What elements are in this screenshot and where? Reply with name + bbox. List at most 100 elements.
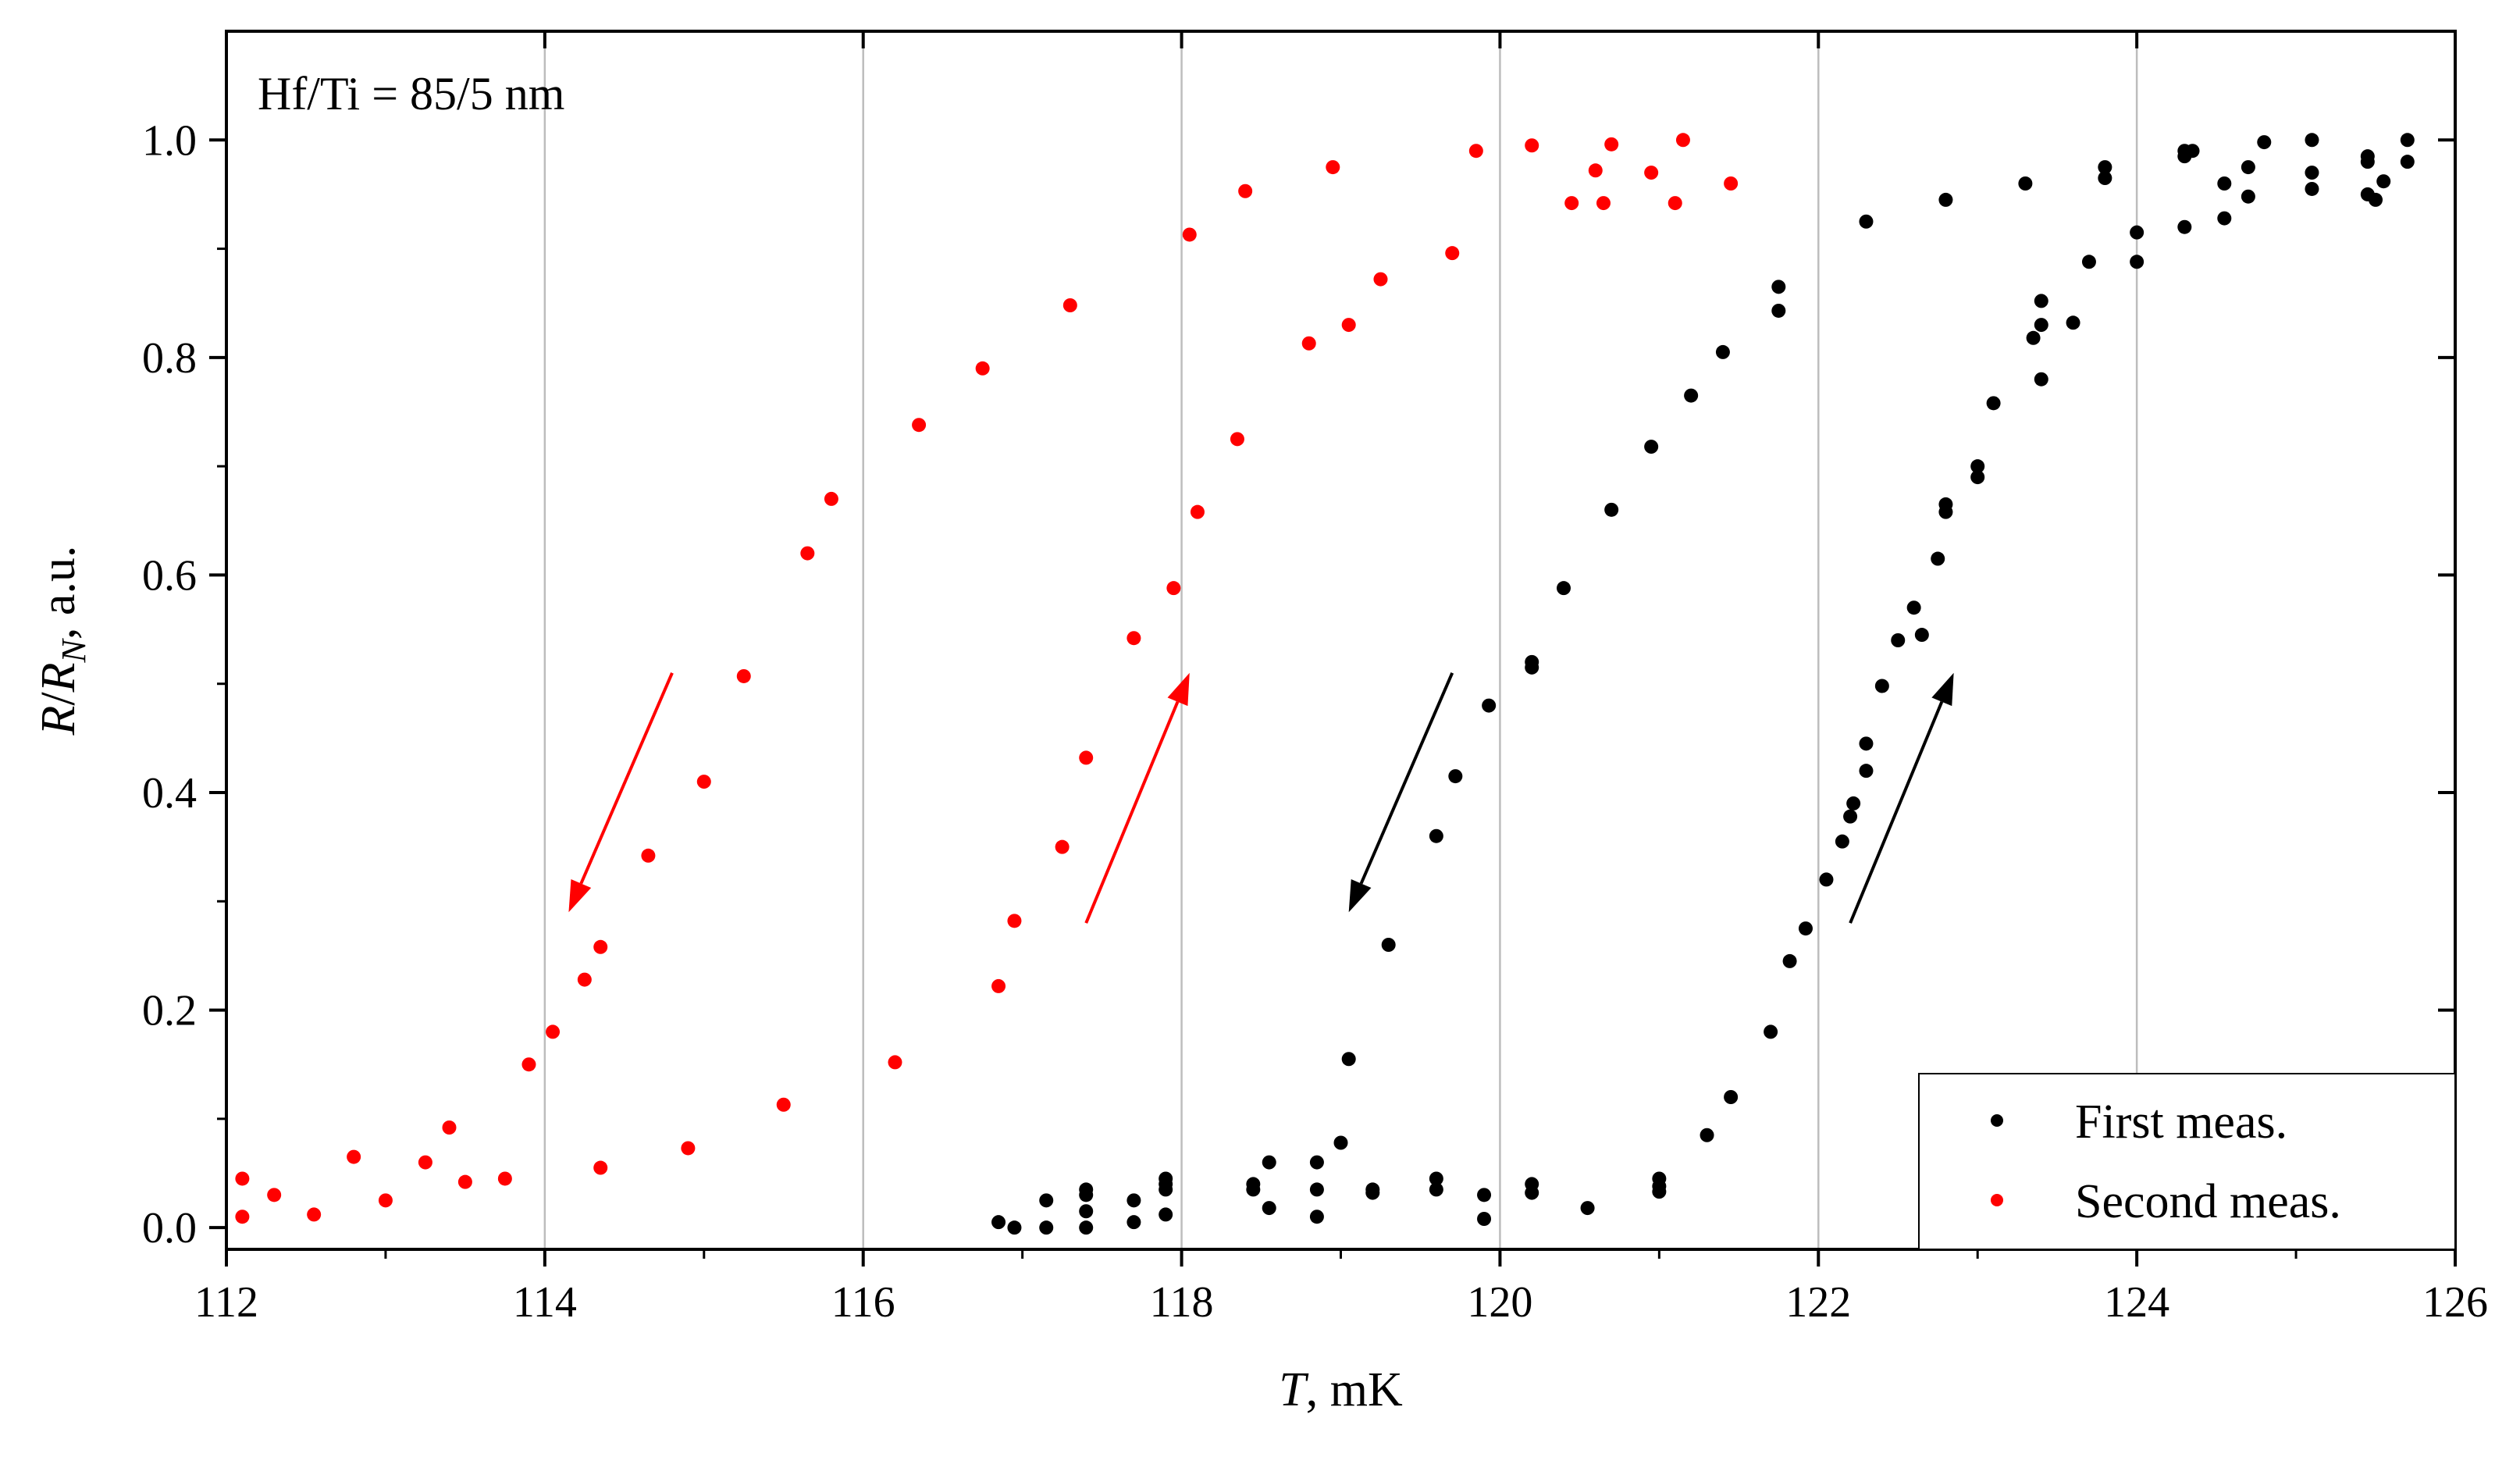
data-point-first — [1835, 834, 1849, 849]
legend-label-second: Second meas. — [2075, 1175, 2341, 1228]
data-point-first — [2026, 330, 2041, 345]
data-point-second — [1668, 196, 1682, 211]
data-point-first — [2177, 219, 2192, 234]
data-point-second — [378, 1193, 393, 1208]
data-point-second — [1182, 227, 1197, 242]
x-axis-title: T, mK — [1279, 1363, 1403, 1416]
data-point-first — [1970, 459, 1985, 474]
data-point-first — [1341, 1052, 1356, 1067]
data-point-second — [457, 1174, 472, 1189]
data-point-second — [1468, 144, 1483, 159]
data-point-second — [1675, 133, 1690, 148]
data-point-first — [1771, 303, 1786, 318]
data-point-second — [546, 1024, 561, 1039]
trend-arrow-shaft — [1849, 700, 1944, 924]
data-point-first — [1771, 280, 1786, 294]
data-point-second — [1604, 137, 1619, 151]
x-tick-label: 118 — [1150, 1278, 1214, 1327]
y-tick-label: 0.2 — [142, 987, 197, 1035]
y-axis-title: R/RN, a.u. — [32, 546, 93, 736]
data-point-first — [1859, 736, 1874, 751]
x-tick-label: 114 — [513, 1278, 577, 1327]
data-point-first — [1429, 828, 1443, 843]
x-tick-label: 124 — [2104, 1278, 2169, 1327]
data-point-first — [1309, 1182, 1324, 1197]
data-point-first — [1262, 1155, 1276, 1170]
data-point-first — [2305, 181, 2319, 196]
data-point-first — [2376, 174, 2391, 189]
y-tick-label: 0.0 — [142, 1204, 197, 1252]
y-axis-var1: R — [32, 706, 85, 736]
points-layer — [235, 133, 2415, 1235]
data-point-first — [1079, 1204, 1094, 1219]
data-point-first — [2257, 135, 2272, 150]
legend-label-first: First meas. — [2075, 1096, 2287, 1149]
x-tick-label: 112 — [194, 1278, 258, 1327]
data-point-first — [1914, 628, 1929, 643]
data-point-second — [267, 1188, 282, 1202]
data-point-second — [418, 1155, 432, 1170]
data-point-first — [2241, 189, 2255, 204]
data-point-second — [593, 1160, 608, 1175]
data-point-second — [888, 1055, 902, 1070]
data-point-first — [1525, 660, 1539, 675]
data-point-first — [1843, 809, 1858, 824]
data-point-first — [1159, 1171, 1173, 1186]
legend-marker-first — [1991, 1114, 2003, 1127]
data-point-second — [347, 1149, 361, 1164]
y-tick-label: 0.4 — [142, 769, 197, 818]
data-point-first — [1079, 1188, 1094, 1202]
data-point-first — [2034, 372, 2048, 387]
data-point-first — [991, 1215, 1006, 1230]
data-point-first — [1477, 1188, 1492, 1202]
data-point-second — [1166, 581, 1181, 596]
data-point-first — [2360, 155, 2375, 169]
data-point-second — [736, 668, 751, 683]
data-point-first — [1970, 470, 1985, 485]
data-point-first — [2305, 133, 2319, 148]
trend-arrow-head — [1167, 672, 1190, 707]
data-point-first — [1764, 1024, 1778, 1039]
data-point-first — [1333, 1135, 1348, 1150]
data-point-first — [1365, 1185, 1380, 1200]
data-point-first — [1798, 921, 1813, 936]
data-point-first — [1906, 600, 1921, 615]
x-tick-label: 116 — [831, 1278, 895, 1327]
y-axis-slash: / — [32, 692, 85, 706]
data-point-first — [1874, 679, 1889, 693]
x-tick-label: 126 — [2422, 1278, 2488, 1327]
arrows-layer — [568, 672, 1954, 924]
data-point-first — [2217, 176, 2232, 191]
data-point-first — [1700, 1128, 1714, 1142]
data-point-first — [2369, 192, 2383, 207]
data-point-second — [1525, 138, 1539, 153]
trend-arrow-shaft — [1084, 700, 1180, 924]
data-point-first — [2018, 176, 2033, 191]
data-point-second — [1564, 196, 1579, 211]
data-point-first — [1309, 1155, 1324, 1170]
y-axis-sub: N — [55, 637, 93, 663]
x-tick-label: 122 — [1785, 1278, 1851, 1327]
data-point-second — [1445, 246, 1460, 261]
data-point-first — [1859, 764, 1874, 778]
data-point-first — [1262, 1201, 1276, 1216]
data-point-first — [1604, 502, 1619, 517]
data-point-first — [1580, 1201, 1595, 1216]
data-point-first — [2098, 171, 2112, 186]
data-point-first — [1127, 1215, 1141, 1230]
data-point-first — [1482, 698, 1497, 713]
data-point-first — [1938, 192, 1953, 207]
data-point-second — [800, 546, 815, 561]
data-point-first — [2130, 255, 2144, 269]
y-tick-label: 0.6 — [142, 551, 197, 600]
data-point-second — [1326, 160, 1340, 175]
trend-arrow-shaft — [579, 672, 674, 885]
data-point-second — [681, 1141, 696, 1156]
data-point-first — [2034, 318, 2048, 333]
data-point-second — [912, 418, 927, 433]
trend-arrow-head — [568, 878, 592, 913]
data-point-first — [1891, 633, 1906, 647]
data-point-first — [1429, 1171, 1443, 1186]
data-point-second — [1724, 176, 1739, 191]
